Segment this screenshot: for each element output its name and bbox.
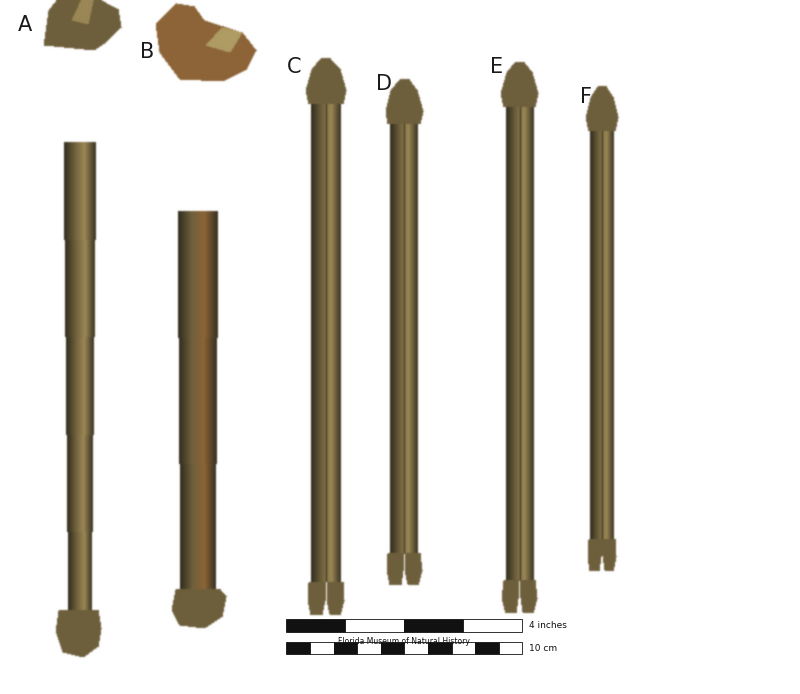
Text: D: D	[376, 74, 392, 94]
Text: 4 inches: 4 inches	[529, 621, 566, 629]
Bar	[334, 642, 357, 654]
Bar	[286, 619, 346, 632]
Bar	[357, 642, 381, 654]
Bar	[463, 619, 522, 632]
Bar	[451, 642, 475, 654]
Bar	[381, 642, 404, 654]
Bar	[346, 619, 404, 632]
Text: C: C	[286, 57, 301, 77]
Bar	[404, 642, 428, 654]
Bar	[310, 642, 334, 654]
Text: E: E	[490, 57, 503, 77]
Bar	[475, 642, 499, 654]
Bar	[286, 642, 310, 654]
Bar	[499, 642, 522, 654]
Text: B: B	[140, 42, 154, 62]
Text: 10 cm: 10 cm	[529, 644, 557, 652]
Text: A: A	[18, 15, 32, 35]
Text: Florida Museum of Natural History: Florida Museum of Natural History	[338, 637, 470, 645]
Bar	[428, 642, 451, 654]
Text: F: F	[580, 87, 592, 107]
Bar	[404, 619, 463, 632]
